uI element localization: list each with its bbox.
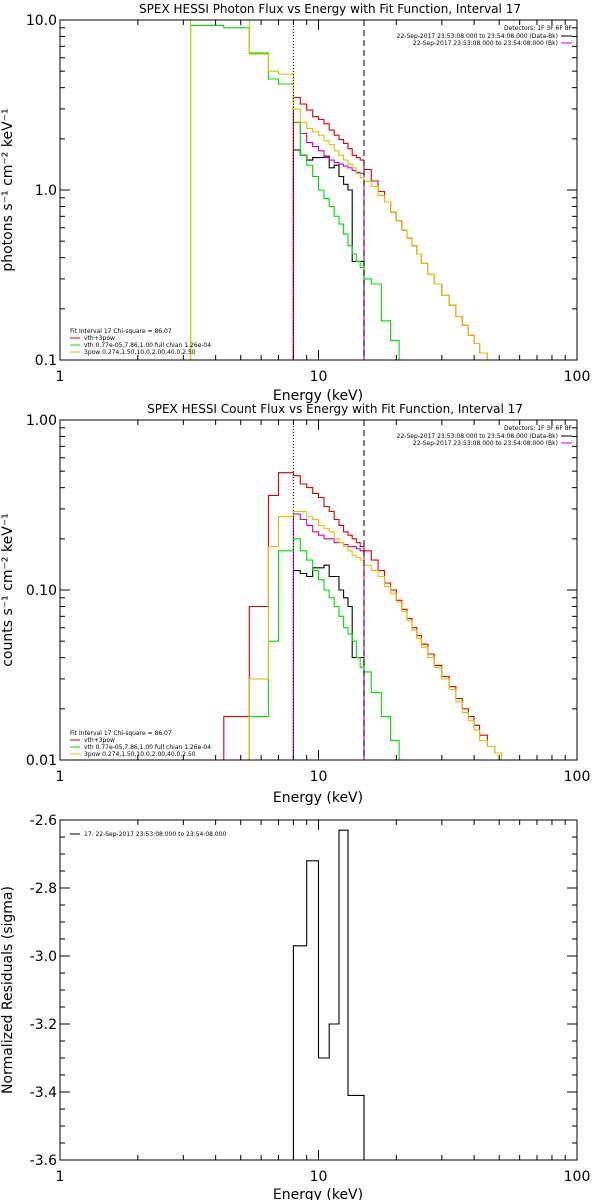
residuals-panel: 1 10 100 -3.6 -3.4 -3.2 -3.0 -2.8 -2.6 Energy (k… bbox=[0, 813, 590, 1200]
count-flux-fit-3pow: 3pow 0.274,1.50,10.0,2.00,40.0,2.50 bbox=[84, 751, 196, 758]
count-flux-series-3pow-fit bbox=[223, 510, 552, 761]
photon-flux-xtick-label: 1 bbox=[56, 369, 65, 385]
count-flux-title: SPEX HESSI Count Flux vs Energy with Fit… bbox=[147, 402, 523, 416]
photon-flux-legend-top-right: Detectors: 1F 3F 6F 8F 22-Sep-2017 23:53… bbox=[397, 25, 573, 47]
count-flux-xtick-label: 10 bbox=[310, 769, 328, 785]
photon-flux-fit-total: vth+3pow bbox=[84, 335, 115, 342]
count-flux-legend-top-right: Detectors: 1F 3F 6F 8F 22-Sep-2017 23:53… bbox=[397, 425, 573, 447]
photon-flux-ytick-label: 1.0 bbox=[35, 183, 57, 199]
residuals-ytick-label: -3.6 bbox=[30, 1153, 57, 1169]
residuals-ytick-label: -3.4 bbox=[30, 1085, 57, 1101]
photon-flux-xlabel: Energy (keV) bbox=[273, 388, 363, 404]
photon-flux-series-3pow-fit bbox=[190, 19, 510, 361]
photon-flux-legend-header: Detectors: 1F 3F 6F 8F bbox=[504, 25, 573, 32]
residuals-ytick-label: -3.2 bbox=[30, 1017, 57, 1033]
residuals-xlabel: Energy (keV) bbox=[273, 1187, 363, 1200]
residuals-ytick-label: -2.8 bbox=[30, 881, 57, 897]
photon-flux-xtick-label: 10 bbox=[310, 369, 328, 385]
count-flux-ytick-label: 0.10 bbox=[26, 583, 57, 599]
photon-flux-ytick-label: 0.1 bbox=[35, 353, 57, 369]
residuals-xtick-label: 100 bbox=[564, 1169, 591, 1185]
count-flux-legend-data-bk: 22-Sep-2017 23:53:08.000 to 23:54:08.000… bbox=[397, 433, 558, 440]
count-flux-xtick-label: 100 bbox=[564, 769, 591, 785]
photon-flux-fit-vth: vth 0.77e-05,7.86,1.00 full chian 1.26e-… bbox=[84, 342, 211, 349]
photon-flux-fit-3pow: 3pow 0.274,1.50,10.0,2.00,40.0,2.50 bbox=[84, 349, 196, 356]
count-flux-series-vth-fit bbox=[223, 538, 407, 761]
residuals-xtick-label: 10 bbox=[310, 1169, 328, 1185]
residuals-ytick-label: -3.0 bbox=[30, 949, 57, 965]
photon-flux-ytick-label: 10.0 bbox=[26, 13, 57, 29]
count-flux-ytick-label: 1.00 bbox=[26, 413, 57, 429]
count-flux-fit-vth: vth 0.77e-05,7.86,1.00 full chian 1.26e-… bbox=[84, 744, 211, 751]
count-flux-legend-bottom-left: Fit Interval 17 Chi-square = 86.07 vth+3… bbox=[70, 730, 211, 758]
photon-flux-series-background bbox=[292, 121, 365, 360]
residuals-ylabel: Normalized Residuals (sigma) bbox=[0, 886, 16, 1094]
count-flux-xlabel: Energy (keV) bbox=[273, 790, 363, 806]
photon-flux-series-vth-fit bbox=[190, 24, 400, 360]
photon-flux-legend-data-bk: 22-Sep-2017 23:53:08.000 to 23:54:08.000… bbox=[397, 33, 558, 40]
count-flux-ytick-label: 0.01 bbox=[26, 753, 57, 769]
photon-flux-legend-bk: 22-Sep-2017 23:53:08.000 to 23:54:08.000… bbox=[413, 40, 558, 47]
count-flux-xtick-label: 1 bbox=[56, 769, 65, 785]
photon-flux-xtick-label: 100 bbox=[564, 369, 591, 385]
photon-flux-panel: SPEX HESSI Photon Flux vs Energy with Fi… bbox=[0, 2, 590, 404]
residuals-xtick-label: 1 bbox=[56, 1169, 65, 1185]
residuals-legend: 17. 22-Sep-2017 23:53:08.000 to 23:54:08… bbox=[70, 831, 227, 838]
photon-flux-legend-bottom-left: Fit Interval 17 Chi-square = 86.07 vth+3… bbox=[70, 328, 211, 356]
residuals-series-residuals bbox=[292, 829, 365, 1160]
count-flux-legend-bk: 22-Sep-2017 23:53:08.000 to 23:54:08.000… bbox=[413, 440, 558, 447]
count-flux-plot-frame bbox=[59, 419, 578, 761]
count-flux-panel: SPEX HESSI Count Flux vs Energy with Fit… bbox=[0, 402, 590, 806]
count-flux-fit-total: vth+3pow bbox=[84, 737, 115, 744]
count-flux-series-data-minus-bk bbox=[292, 564, 365, 760]
photon-flux-ylabel: photons s⁻¹ cm⁻² keV⁻¹ bbox=[0, 108, 16, 271]
photon-flux-series-data-minus-bk bbox=[292, 149, 365, 360]
residuals-legend-label: 17. 22-Sep-2017 23:53:08.000 to 23:54:08… bbox=[84, 831, 227, 838]
photon-flux-title: SPEX HESSI Photon Flux vs Energy with Fi… bbox=[139, 2, 521, 16]
count-flux-fit-header: Fit Interval 17 Chi-square = 86.07 bbox=[70, 730, 172, 737]
count-flux-ylabel: counts s⁻¹ cm⁻² keV⁻¹ bbox=[0, 513, 16, 667]
residuals-ytick-label: -2.6 bbox=[30, 813, 57, 829]
count-flux-legend-header: Detectors: 1F 3F 6F 8F bbox=[504, 425, 573, 432]
photon-flux-fit-header: Fit Interval 17 Chi-square = 86.07 bbox=[70, 328, 172, 335]
